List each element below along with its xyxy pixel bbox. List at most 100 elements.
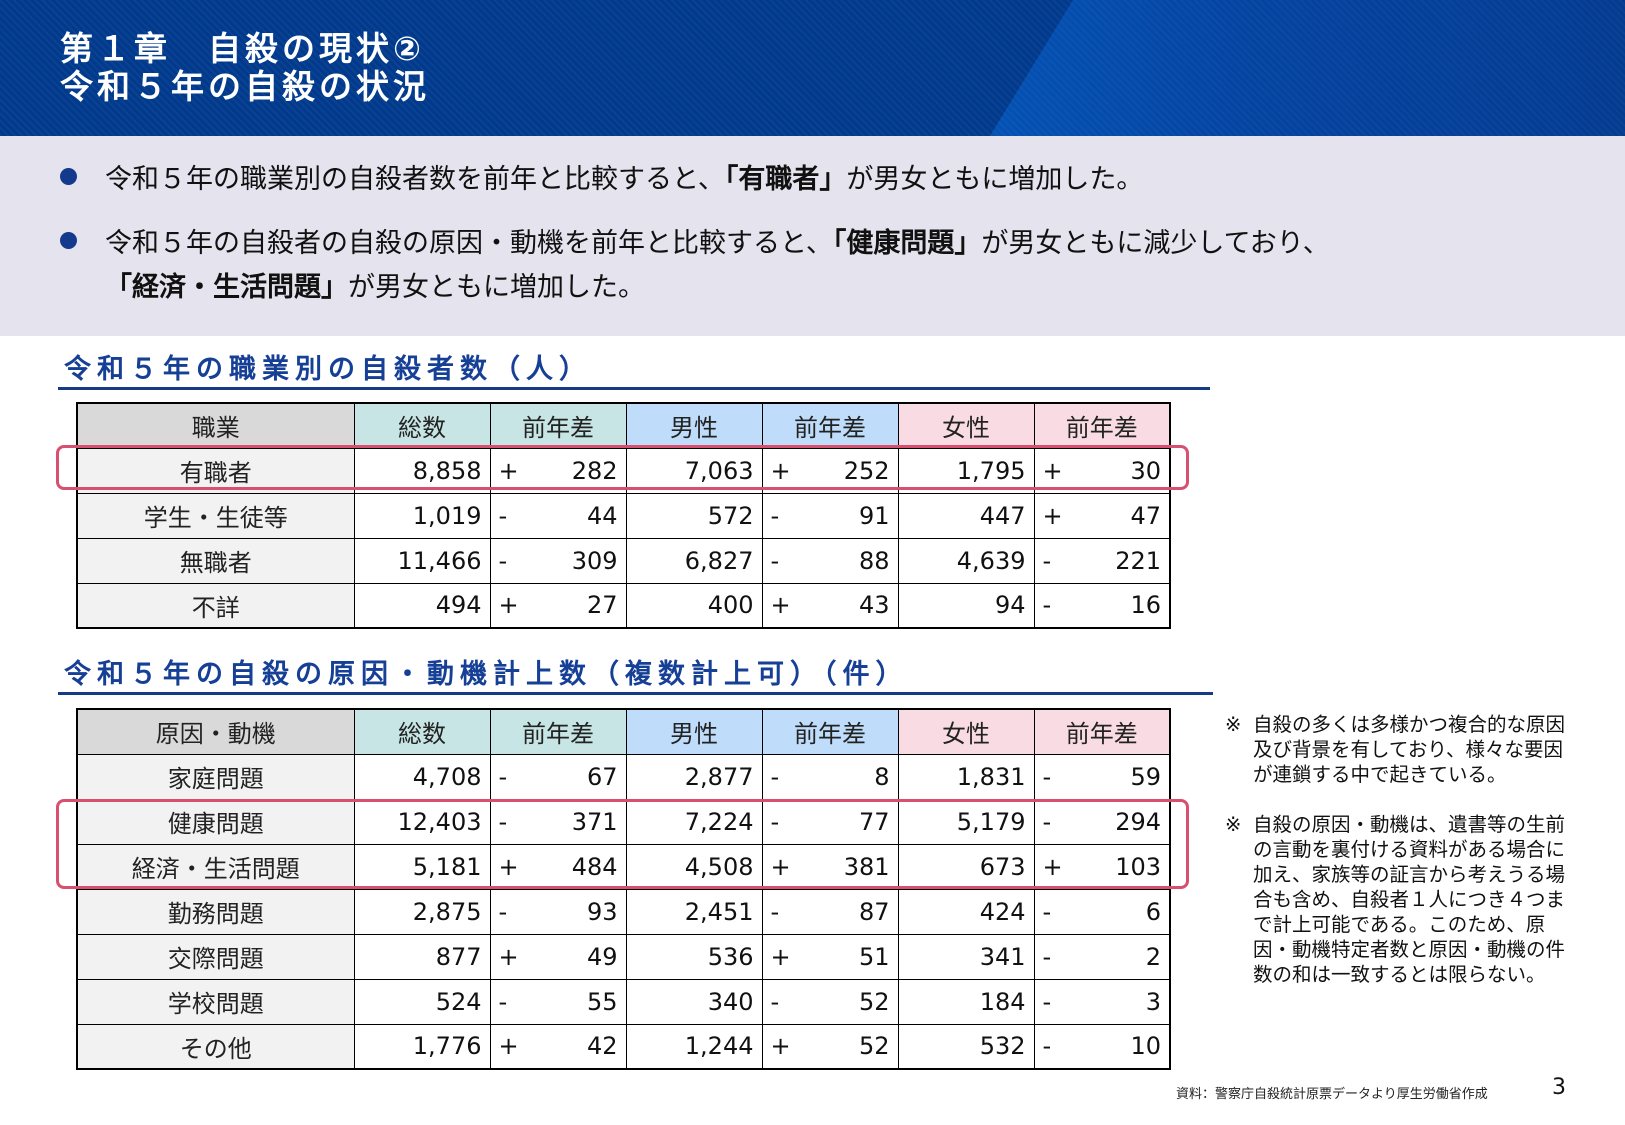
diff-value: 294 [1115, 807, 1161, 836]
diff-sign: - [498, 987, 508, 1016]
cell-male: 536 [625, 933, 763, 980]
table-row: 不詳 494 +27 400 +43 94-16 [76, 582, 1171, 629]
table-row: 勤務問題 2,875-93 2,451-87 424-6 [76, 888, 1171, 935]
cell-total: 8,858 [353, 447, 491, 494]
diff-value: 371 [571, 807, 618, 836]
col-header-female-diff: 前年差 [1033, 402, 1171, 449]
bullet-text: 令和５年の職業別の自殺者数を前年と比較すると、 [105, 164, 725, 195]
cell-total: 524 [353, 978, 491, 1025]
diff-value: 2 [1145, 942, 1161, 971]
row-label: 無職者 [76, 537, 355, 584]
cell-female-diff: -3 [1033, 978, 1171, 1025]
diff-sign: + [1042, 852, 1063, 881]
cell-total-diff: - 309 [489, 537, 627, 584]
cell-total-diff: - 44 [489, 492, 627, 539]
row-label: その他 [76, 1023, 355, 1070]
diff-value: 93 [586, 897, 618, 926]
bullet-text: 令和５年の自殺者の自殺の原因・動機を前年と比較すると、 [105, 228, 833, 259]
bullet-dot-icon [60, 168, 77, 185]
cell-male: 2,877 [625, 753, 763, 800]
slide-title: 令和５年の自殺の状況 [60, 67, 430, 106]
col-header-male: 男性 [625, 402, 763, 449]
occupation-table-title: 令和５年の職業別の自殺者数（人） [58, 353, 1210, 390]
row-label: 有職者 [76, 447, 355, 494]
cell-female: 532 [897, 1023, 1035, 1070]
diff-value: 77 [858, 807, 890, 836]
table-row: 学生・生徒等 1,019-44 572-91 447 +47 [76, 492, 1171, 539]
diff-value: 484 [571, 852, 618, 881]
table-row: 交際問題 877 +49 536 +51 341-2 [76, 933, 1171, 980]
summary-bullet-1: 令和５年の職業別の自殺者数を前年と比較すると、「有職者」が男女ともに増加した。 [60, 158, 1143, 202]
col-header-total-diff: 前年差 [489, 708, 627, 755]
bullet-text: が男女ともに増加した。 [348, 272, 645, 303]
diff-sign: - [498, 501, 508, 530]
occupation-table: 職業 総数 前年差 男性 前年差 女性 前年差 有職者 8,858 +282 7,06… [76, 402, 1171, 629]
diff-sign: - [1042, 591, 1052, 620]
diff-value: 88 [858, 546, 890, 575]
diff-value: 27 [586, 591, 618, 620]
diff-sign: - [770, 762, 780, 791]
chapter-title: 第１章 自殺の現状② [60, 29, 425, 68]
cell-male-diff: - 52 [761, 978, 899, 1025]
cell-male: 1,244 [625, 1023, 763, 1070]
col-header-female-diff: 前年差 [1033, 708, 1171, 755]
cell-male: 7,063 [625, 447, 763, 494]
col-header-male-diff: 前年差 [761, 402, 899, 449]
cell-male-diff: - 87 [761, 888, 899, 935]
cell-female-diff: +30 [1033, 447, 1171, 494]
cell-male-diff: +52 [761, 1023, 899, 1070]
note-mark: ※ [1225, 713, 1242, 736]
cell-female: 5,179 [897, 798, 1035, 845]
cell-total: 5,181 [353, 843, 491, 890]
diff-sign: - [770, 987, 780, 1016]
diff-value: 221 [1115, 546, 1161, 575]
diff-sign: - [770, 807, 780, 836]
note-mark: ※ [1225, 813, 1242, 836]
note-text: 自殺の原因・動機は、遺書等の生前の言動を裏付ける資料がある場合に加え、家族等の証… [1253, 813, 1566, 986]
cell-total: 2,875 [353, 888, 491, 935]
row-label: 経済・生活問題 [76, 843, 355, 890]
diff-sign: + [498, 942, 519, 971]
cell-male: 6,827 [625, 537, 763, 584]
diff-sign: + [770, 852, 791, 881]
table-header-row: 原因・動機 総数 前年差 男性 前年差 女性 前年差 [76, 708, 1171, 755]
diff-value: 91 [858, 501, 890, 530]
cell-female: 447 [897, 492, 1035, 539]
diff-value: 51 [858, 942, 890, 971]
diff-sign: - [1042, 1032, 1052, 1061]
diff-sign: + [770, 942, 791, 971]
diff-value: 52 [858, 1032, 890, 1061]
summary-panel: 令和５年の職業別の自殺者数を前年と比較すると、「有職者」が男女ともに増加した。 … [0, 136, 1625, 336]
cell-total: 11,466 [353, 537, 491, 584]
diff-sign: + [770, 456, 791, 485]
cell-total-diff: +484 [489, 843, 627, 890]
diff-value: 252 [843, 456, 890, 485]
cell-total-diff: +49 [489, 933, 627, 980]
cell-total-diff: - 93 [489, 888, 627, 935]
cell-female: 673 [897, 843, 1035, 890]
row-label: 交際問題 [76, 933, 355, 980]
diff-sign: + [770, 591, 791, 620]
diff-sign: - [1042, 987, 1052, 1016]
cell-female: 4,639 [897, 537, 1035, 584]
cell-total-diff: - 371 [489, 798, 627, 845]
cell-male-diff: - 88 [761, 537, 899, 584]
diff-sign: + [498, 456, 519, 485]
cell-total-diff: - 67 [489, 753, 627, 800]
diff-sign: - [770, 501, 780, 530]
cell-total-diff: +282 [489, 447, 627, 494]
table-row: 健康問題 12,403-371 7,224-77 5,179-294 [76, 798, 1171, 845]
diff-sign: + [1042, 456, 1063, 485]
diff-sign: - [498, 546, 508, 575]
col-header-total: 総数 [353, 402, 491, 449]
cause-table-title: 令和５年の自殺の原因・動機計上数（複数計上可）（件） [58, 658, 1213, 695]
col-header-female: 女性 [897, 402, 1035, 449]
col-header-total: 総数 [353, 708, 491, 755]
cell-female: 184 [897, 978, 1035, 1025]
cell-male: 340 [625, 978, 763, 1025]
bullet-text: が男女ともに減少しており、 [981, 228, 1330, 259]
cell-male-diff: +252 [761, 447, 899, 494]
cell-total-diff: +42 [489, 1023, 627, 1070]
cell-female-diff: - 59 [1033, 753, 1171, 800]
cell-female-diff: - 10 [1033, 1023, 1171, 1070]
